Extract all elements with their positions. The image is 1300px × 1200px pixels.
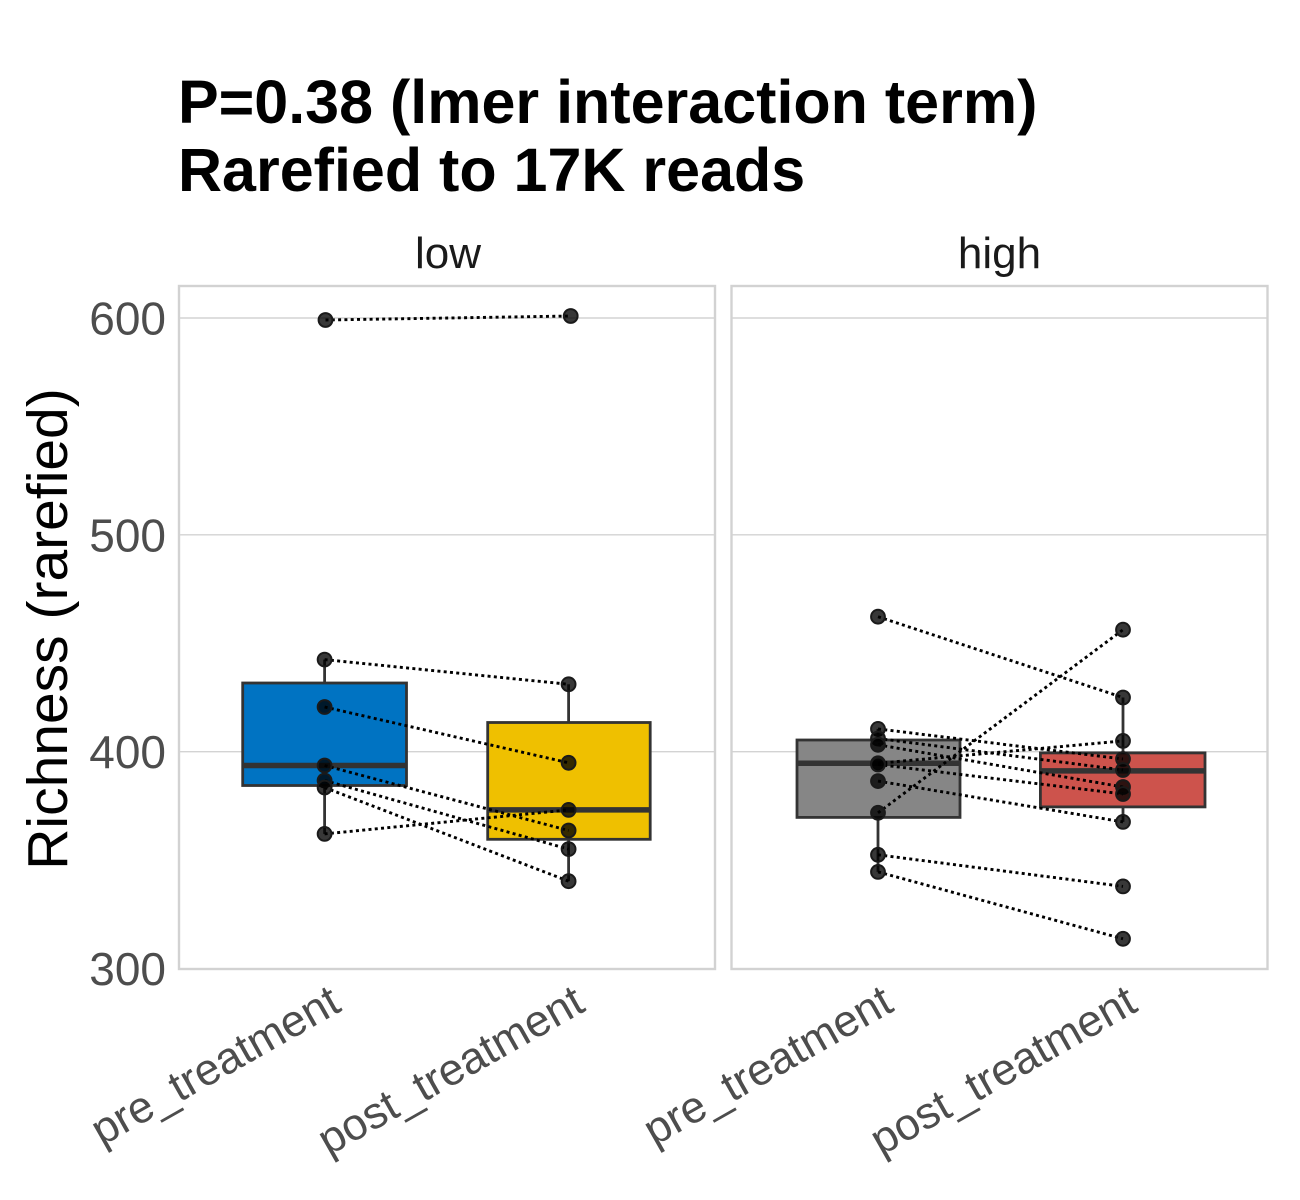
svg-text:high: high [958, 229, 1041, 278]
svg-text:Richness (rarefied): Richness (rarefied) [16, 388, 80, 870]
svg-text:low: low [415, 229, 481, 278]
svg-text:600: 600 [89, 293, 166, 345]
svg-text:300: 300 [89, 943, 166, 995]
svg-text:500: 500 [89, 509, 166, 561]
svg-text:P=0.38 (lmer interaction term): P=0.38 (lmer interaction term) [178, 68, 1037, 136]
svg-text:Rarefied to 17K reads: Rarefied to 17K reads [178, 136, 805, 204]
svg-text:400: 400 [89, 726, 166, 778]
